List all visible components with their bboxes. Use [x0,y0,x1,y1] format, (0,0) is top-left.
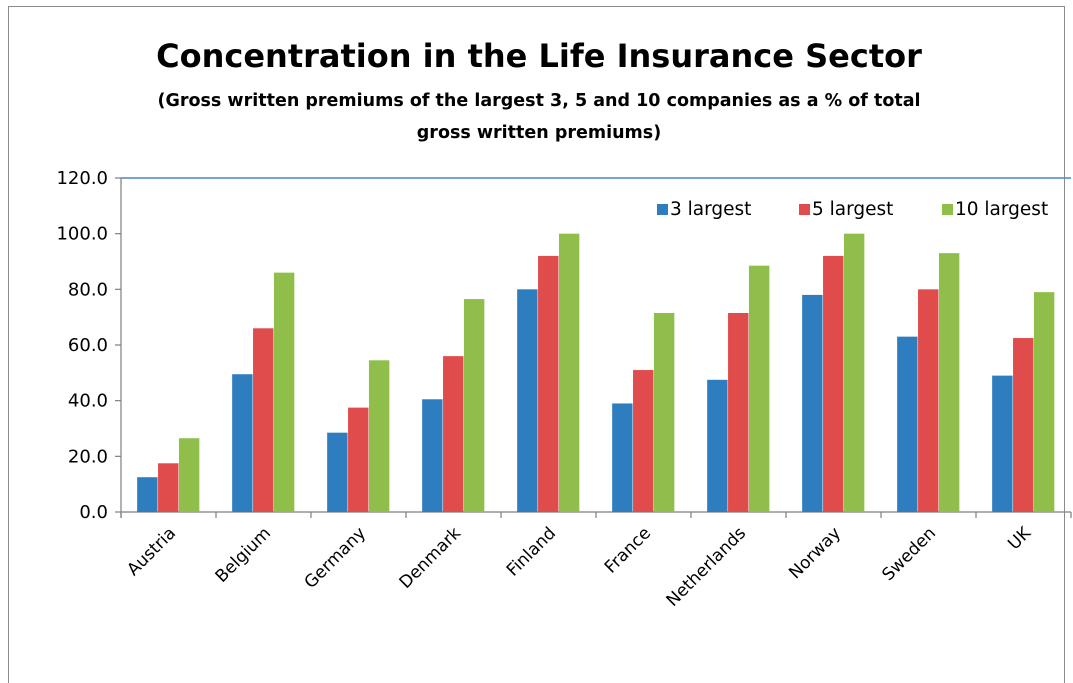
y-tick-label: 80.0 [68,279,108,300]
chart-frame [8,6,1065,683]
bar-norway-3-largest [802,294,823,512]
legend-swatch [799,204,810,215]
bar-finland-3-largest [517,289,538,512]
bar-uk-10-largest [1033,292,1055,512]
bar-austria-3-largest [137,477,158,512]
bar-belgium-5-largest [253,328,274,512]
bar-sweden-10-largest [938,253,960,512]
y-tick-label: 20.0 [68,446,108,467]
legend-swatch [657,204,668,215]
y-tick-label: 40.0 [68,391,108,412]
legend-label: 5 largest [812,199,893,220]
bar-belgium-3-largest [232,374,253,512]
bar-netherlands-5-largest [728,312,749,512]
bar-denmark-3-largest [422,399,443,512]
chart-title: Concentration in the Life Insurance Sect… [156,37,922,75]
bar-norway-10-largest [843,233,865,512]
bar-france-10-largest [653,312,675,512]
bar-germany-5-largest [348,407,369,512]
bar-belgium-10-largest [273,272,295,512]
bar-germany-10-largest [368,360,390,512]
x-tick-label: UK [1004,523,1035,554]
x-tick-label: Finland [503,523,560,580]
x-tick-label: Austria [123,523,180,580]
bar-denmark-5-largest [443,356,464,512]
legend-label: 10 largest [955,199,1048,220]
x-tick-label: Sweden [878,523,940,585]
bar-uk-3-largest [992,375,1013,512]
bar-austria-10-largest [178,438,200,512]
bar-uk-5-largest [1013,338,1034,512]
bar-finland-10-largest [558,233,580,512]
bar-netherlands-3-largest [707,379,728,512]
bar-france-3-largest [612,403,633,512]
bar-denmark-10-largest [463,299,485,512]
bar-germany-3-largest [327,432,348,512]
x-tick-label: France [601,523,655,577]
bar-france-5-largest [633,370,654,512]
plot-area: 0.0 20.0 40.0 60.0 80.0 100.0 120.0 Austria Belg… [56,168,1072,611]
y-tick-label: 120.0 [56,168,108,189]
x-tick-label: Netherlands [663,523,751,611]
y-tick-label: 100.0 [56,224,108,245]
bar-netherlands-10-largest [748,265,770,512]
legend-swatch [942,204,953,215]
x-tick-label: Denmark [396,523,466,593]
bar-norway-5-largest [823,255,844,512]
legend: 3 largest 5 largest 10 largest [657,199,1048,220]
legend-label: 3 largest [670,199,751,220]
x-tick-label: Norway [785,523,845,583]
y-tick-label: 60.0 [68,335,108,356]
x-tick-label: Germany [301,523,370,592]
chart-subtitle-line-1: (Gross written premiums of the largest 3… [157,91,920,111]
bar-finland-5-largest [538,255,559,512]
chart-subtitle-line-2: gross written premiums) [417,123,661,143]
x-tick-label: Belgium [212,523,275,586]
bar-austria-5-largest [158,463,179,512]
bar-sweden-5-largest [918,289,939,512]
bar-sweden-3-largest [897,336,918,512]
y-tick-label: 0.0 [79,502,108,523]
